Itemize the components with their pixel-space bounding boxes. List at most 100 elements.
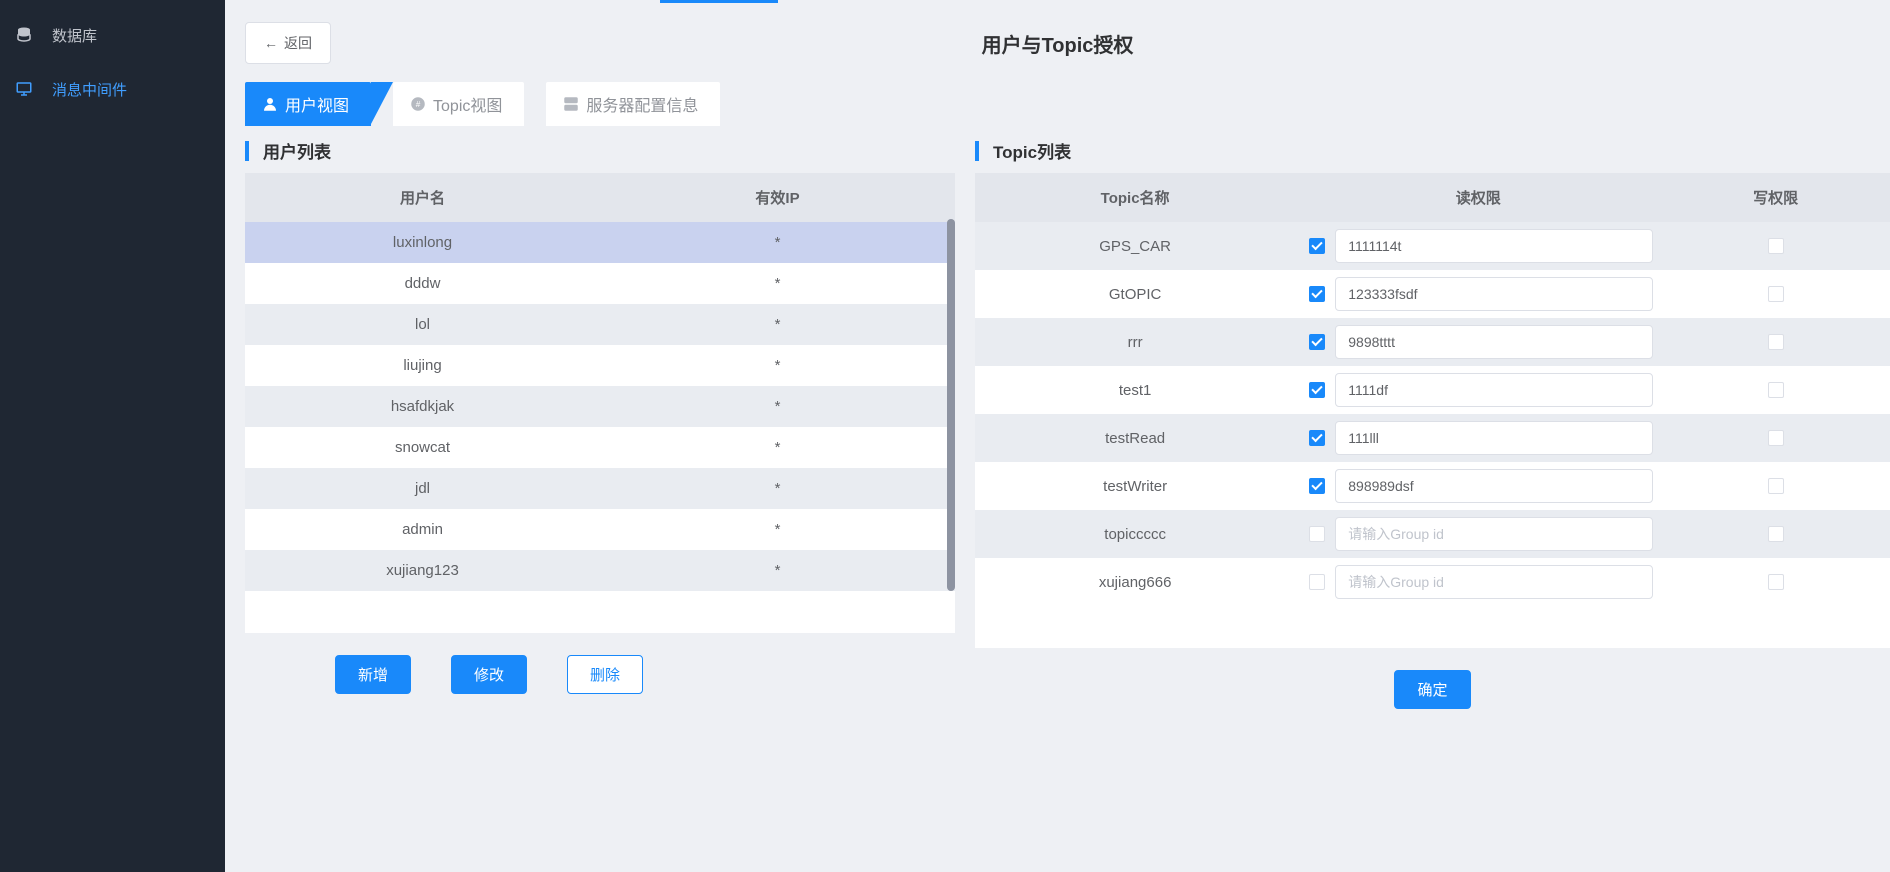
topic-table-wrap: Topic名称 读权限 写权限 GPS_CARGtOPICrrrtest1tes… (975, 173, 1890, 648)
sidebar-item-message-middleware[interactable]: 消息中间件 (0, 62, 225, 116)
write-checkbox[interactable] (1768, 286, 1784, 302)
table-row: topiccccc (975, 510, 1890, 558)
cell-write (1661, 270, 1890, 318)
page-title: 用户与Topic授权 (982, 29, 1134, 58)
group-id-input[interactable] (1335, 373, 1653, 407)
add-button[interactable]: 新增 (335, 655, 411, 694)
cell-write (1661, 558, 1890, 606)
topbar-indicator (225, 0, 1890, 4)
write-checkbox[interactable] (1768, 382, 1784, 398)
read-checkbox[interactable] (1309, 478, 1325, 494)
user-panel-title: 用户列表 (245, 138, 955, 163)
tab-server-config[interactable]: 服务器配置信息 (546, 82, 720, 126)
table-row[interactable]: dddw* (245, 263, 955, 304)
edit-button[interactable]: 修改 (451, 655, 527, 694)
group-id-input[interactable] (1335, 469, 1653, 503)
back-label: 返回 (284, 33, 312, 53)
table-row[interactable]: jdl* (245, 468, 955, 509)
user-table: 用户名 有效IP luxinlong*dddw*lol*liujing*hsaf… (245, 173, 955, 633)
cell-write (1661, 366, 1890, 414)
table-row: test1 (975, 366, 1890, 414)
cell-topic-name: test1 (975, 366, 1295, 414)
cell-topic-name: GtOPIC (975, 270, 1295, 318)
database-icon (4, 26, 44, 44)
confirm-button[interactable]: 确定 (1394, 670, 1470, 709)
cell-username: admin (245, 509, 600, 550)
table-row: GtOPIC (975, 270, 1890, 318)
tab-label: 用户视图 (285, 92, 349, 116)
cell-read (1295, 270, 1661, 318)
cell-topic-name: testRead (975, 414, 1295, 462)
monitor-icon (4, 80, 44, 98)
table-row[interactable]: xujiang123* (245, 550, 955, 591)
tab-user-view[interactable]: 用户视图 (245, 82, 371, 126)
write-checkbox[interactable] (1768, 238, 1784, 254)
write-checkbox[interactable] (1768, 478, 1784, 494)
cell-topic-name: xujiang666 (975, 558, 1295, 606)
sidebar-item-database[interactable]: 数据库 (0, 8, 225, 62)
cell-username: luxinlong (245, 222, 600, 263)
user-table-wrap: 用户名 有效IP luxinlong*dddw*lol*liujing*hsaf… (245, 173, 955, 633)
tabs: 用户视图 # Topic视图 服务器配置信息 (245, 82, 1890, 126)
table-row[interactable]: luxinlong* (245, 222, 955, 263)
tab-label: Topic视图 (433, 92, 502, 116)
cell-read (1295, 462, 1661, 510)
cell-username: xujiang123 (245, 550, 600, 591)
table-row[interactable]: snowcat* (245, 427, 955, 468)
col-username: 用户名 (245, 173, 600, 222)
write-checkbox[interactable] (1768, 526, 1784, 542)
topic-table: Topic名称 读权限 写权限 GPS_CARGtOPICrrrtest1tes… (975, 173, 1890, 648)
back-button[interactable]: ← 返回 (245, 22, 331, 64)
table-row: xujiang666 (975, 558, 1890, 606)
read-checkbox[interactable] (1309, 574, 1325, 590)
cell-write (1661, 462, 1890, 510)
cell-username: liujing (245, 345, 600, 386)
cell-username: lol (245, 304, 600, 345)
topic-panel-title: Topic列表 (975, 138, 1890, 163)
group-id-input[interactable] (1335, 229, 1653, 263)
table-row[interactable]: hsafdkjak* (245, 386, 955, 427)
col-write: 写权限 (1661, 173, 1890, 222)
delete-button[interactable]: 删除 (567, 655, 643, 694)
read-checkbox[interactable] (1309, 238, 1325, 254)
sidebar: 数据库 消息中间件 (0, 0, 225, 872)
main-content: ← 返回 用户与Topic授权 用户视图 # Topic视图 (225, 0, 1890, 872)
cell-username: jdl (245, 468, 600, 509)
tab-topic-view[interactable]: # Topic视图 (393, 82, 524, 126)
read-checkbox[interactable] (1309, 286, 1325, 302)
arrow-left-icon: ← (264, 35, 278, 51)
cell-ip: * (600, 386, 955, 427)
table-row: testRead (975, 414, 1890, 462)
cell-topic-name: rrr (975, 318, 1295, 366)
read-checkbox[interactable] (1309, 526, 1325, 542)
sidebar-item-label: 数据库 (44, 25, 97, 46)
cell-write (1661, 222, 1890, 270)
read-checkbox[interactable] (1309, 382, 1325, 398)
app-root: 数据库 消息中间件 ← 返回 用户与Topic授权 (0, 0, 1890, 872)
write-checkbox[interactable] (1768, 430, 1784, 446)
read-checkbox[interactable] (1309, 334, 1325, 350)
group-id-input[interactable] (1335, 277, 1653, 311)
cell-topic-name: testWriter (975, 462, 1295, 510)
cell-topic-name: GPS_CAR (975, 222, 1295, 270)
table-row[interactable]: liujing* (245, 345, 955, 386)
table-row[interactable]: admin* (245, 509, 955, 550)
sidebar-item-label: 消息中间件 (44, 79, 127, 100)
table-row: testWriter (975, 462, 1890, 510)
group-id-input[interactable] (1335, 421, 1653, 455)
cell-read (1295, 414, 1661, 462)
user-icon (261, 95, 279, 113)
content-area: ← 返回 用户与Topic授权 用户视图 # Topic视图 (225, 4, 1890, 872)
cell-ip: * (600, 263, 955, 304)
read-checkbox[interactable] (1309, 430, 1325, 446)
group-id-input[interactable] (1335, 325, 1653, 359)
panels: 用户列表 用户名 有效IP luxinlong*dddw*lol*liujing… (225, 126, 1890, 872)
write-checkbox[interactable] (1768, 574, 1784, 590)
write-checkbox[interactable] (1768, 334, 1784, 350)
col-topic-name: Topic名称 (975, 173, 1295, 222)
group-id-input[interactable] (1335, 517, 1653, 551)
group-id-input[interactable] (1335, 565, 1653, 599)
cell-read (1295, 366, 1661, 414)
cell-ip: * (600, 427, 955, 468)
table-row[interactable]: lol* (245, 304, 955, 345)
